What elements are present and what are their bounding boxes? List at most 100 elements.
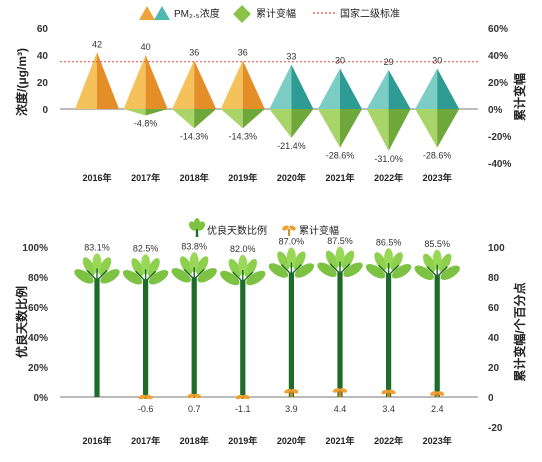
good-days-tree-bar [74, 253, 120, 397]
pm25-data-label: 30 [335, 56, 345, 66]
change-sprout-bar [381, 389, 396, 397]
y-tick-label: 60% [28, 303, 48, 314]
tree-trunk [191, 277, 197, 397]
legend-sprout-leaf [289, 225, 296, 231]
sprout-leaf [145, 394, 153, 400]
good-days-data-label: 85.5% [424, 239, 450, 249]
pm25-data-label: 36 [189, 47, 199, 57]
x-tick-label: 2023年 [423, 435, 452, 446]
x-tick-label: 2017年 [131, 435, 160, 446]
y2-axis-title: 累计变幅 [512, 73, 527, 121]
sprout-leaf [187, 393, 195, 399]
pm25-bar-left-face [172, 60, 195, 109]
sprout-stem [241, 397, 245, 399]
sprout-leaf [437, 391, 445, 396]
change-data-label: 3.4 [382, 404, 395, 414]
change-bar-left-face [269, 109, 292, 138]
sprout-leaf [291, 388, 299, 394]
legend-good-days-label: 优良天数比例 [207, 224, 267, 237]
pm25-bar-right-face [340, 68, 362, 109]
change-sprout-bar [284, 388, 299, 397]
tree-branches [426, 264, 448, 278]
tree-leaf [220, 270, 240, 286]
tree-leaf [343, 262, 363, 277]
sprout-stem [338, 390, 342, 397]
tree-trunk [434, 274, 440, 397]
tree-leaf [432, 249, 442, 270]
tree-leaf [268, 263, 289, 278]
y-axis-title: 优良天数比例 [14, 286, 29, 358]
pm25-data-label: 30 [432, 56, 442, 66]
x-tick-label: 2022年 [374, 435, 403, 446]
change-data-label: 2.4 [431, 404, 444, 414]
y2-tick-label: 60% [488, 24, 508, 35]
sprout-leaf [242, 394, 250, 400]
change-data-label: 3.9 [285, 404, 298, 414]
change-sprout-bar [332, 388, 348, 397]
sprout-stem [289, 391, 293, 397]
sprout-leaf [339, 388, 348, 393]
x-tick-label: 2020年 [277, 172, 306, 183]
change-data-label: -4.8% [134, 118, 158, 128]
tree-leaf [439, 253, 452, 272]
change-bar-left-face [220, 109, 243, 129]
y2-tick-label: 20% [488, 78, 508, 89]
legend-bottom: 优良天数比例 累计变幅 [188, 218, 339, 237]
y2-tick-label: -20% [488, 132, 511, 143]
legend-tree-trunk [195, 227, 199, 237]
x-tick-label: 2021年 [325, 172, 354, 183]
tree-leaf [440, 265, 460, 280]
change-bar-left-face [415, 109, 438, 148]
pm25-bar-left-face [75, 52, 97, 109]
tree-leaf [82, 257, 96, 276]
x-tick-label: 2018年 [180, 172, 209, 183]
sprout-leaf [332, 388, 341, 393]
good-days-tree-bar [171, 252, 217, 397]
legend-top: PM₂.₅浓度 累计变幅 国家二级标准 [139, 5, 400, 23]
sprout-stem [387, 391, 391, 397]
change-bar-left-face [318, 109, 340, 148]
change-sprout-bar [187, 393, 202, 399]
y-axis-title: 浓度/(μg/m³) [14, 48, 29, 116]
pm25-bar-left-face [123, 55, 146, 109]
tree-leaf [189, 252, 199, 273]
tree-leaf [131, 258, 144, 277]
tree-branches [378, 263, 400, 276]
tree-trunk [143, 279, 149, 397]
change-data-label: -21.4% [277, 141, 306, 151]
change-data-label: 4.4 [334, 404, 347, 414]
tree-leaf [277, 251, 290, 270]
tree-branches [280, 262, 302, 275]
tree-leaf [171, 268, 191, 283]
y2-tick-label: -40% [488, 159, 511, 170]
pm25-bar-right-face [97, 52, 119, 109]
pm25-bar-left-face [318, 68, 340, 109]
good-days-data-label: 83.1% [84, 242, 110, 252]
tree-trunk [94, 278, 100, 397]
sprout-stem [435, 393, 439, 397]
legend-pm-teal-icon [154, 6, 170, 20]
y-tick-label: 0 [42, 105, 48, 116]
tree-leaf [196, 256, 209, 275]
change-data-label: -28.6% [423, 151, 452, 161]
change-data-label: -31.0% [374, 154, 403, 164]
tree-leaf [238, 255, 248, 275]
good-days-data-label: 87.5% [327, 236, 353, 246]
change-sprout-bar [235, 394, 250, 400]
tree-leaf [414, 265, 434, 280]
tree-branches [135, 269, 157, 282]
tree-leaf [391, 264, 412, 279]
y2-tick-label: -20 [488, 423, 503, 434]
pm25-data-label: 42 [92, 39, 102, 49]
tree-leaf [148, 270, 169, 285]
good-days-data-label: 82.0% [230, 244, 256, 254]
sprout-leaf [388, 389, 396, 395]
pm25-bar-right-face [145, 55, 168, 109]
pm25-bar-left-face [220, 60, 243, 109]
good-days-tree-bar [122, 254, 169, 397]
pm25-bar-left-face [366, 69, 389, 109]
good-days-tree-bar [220, 255, 266, 397]
tree-branches [183, 267, 205, 280]
pm25-bar-right-face [242, 60, 265, 109]
